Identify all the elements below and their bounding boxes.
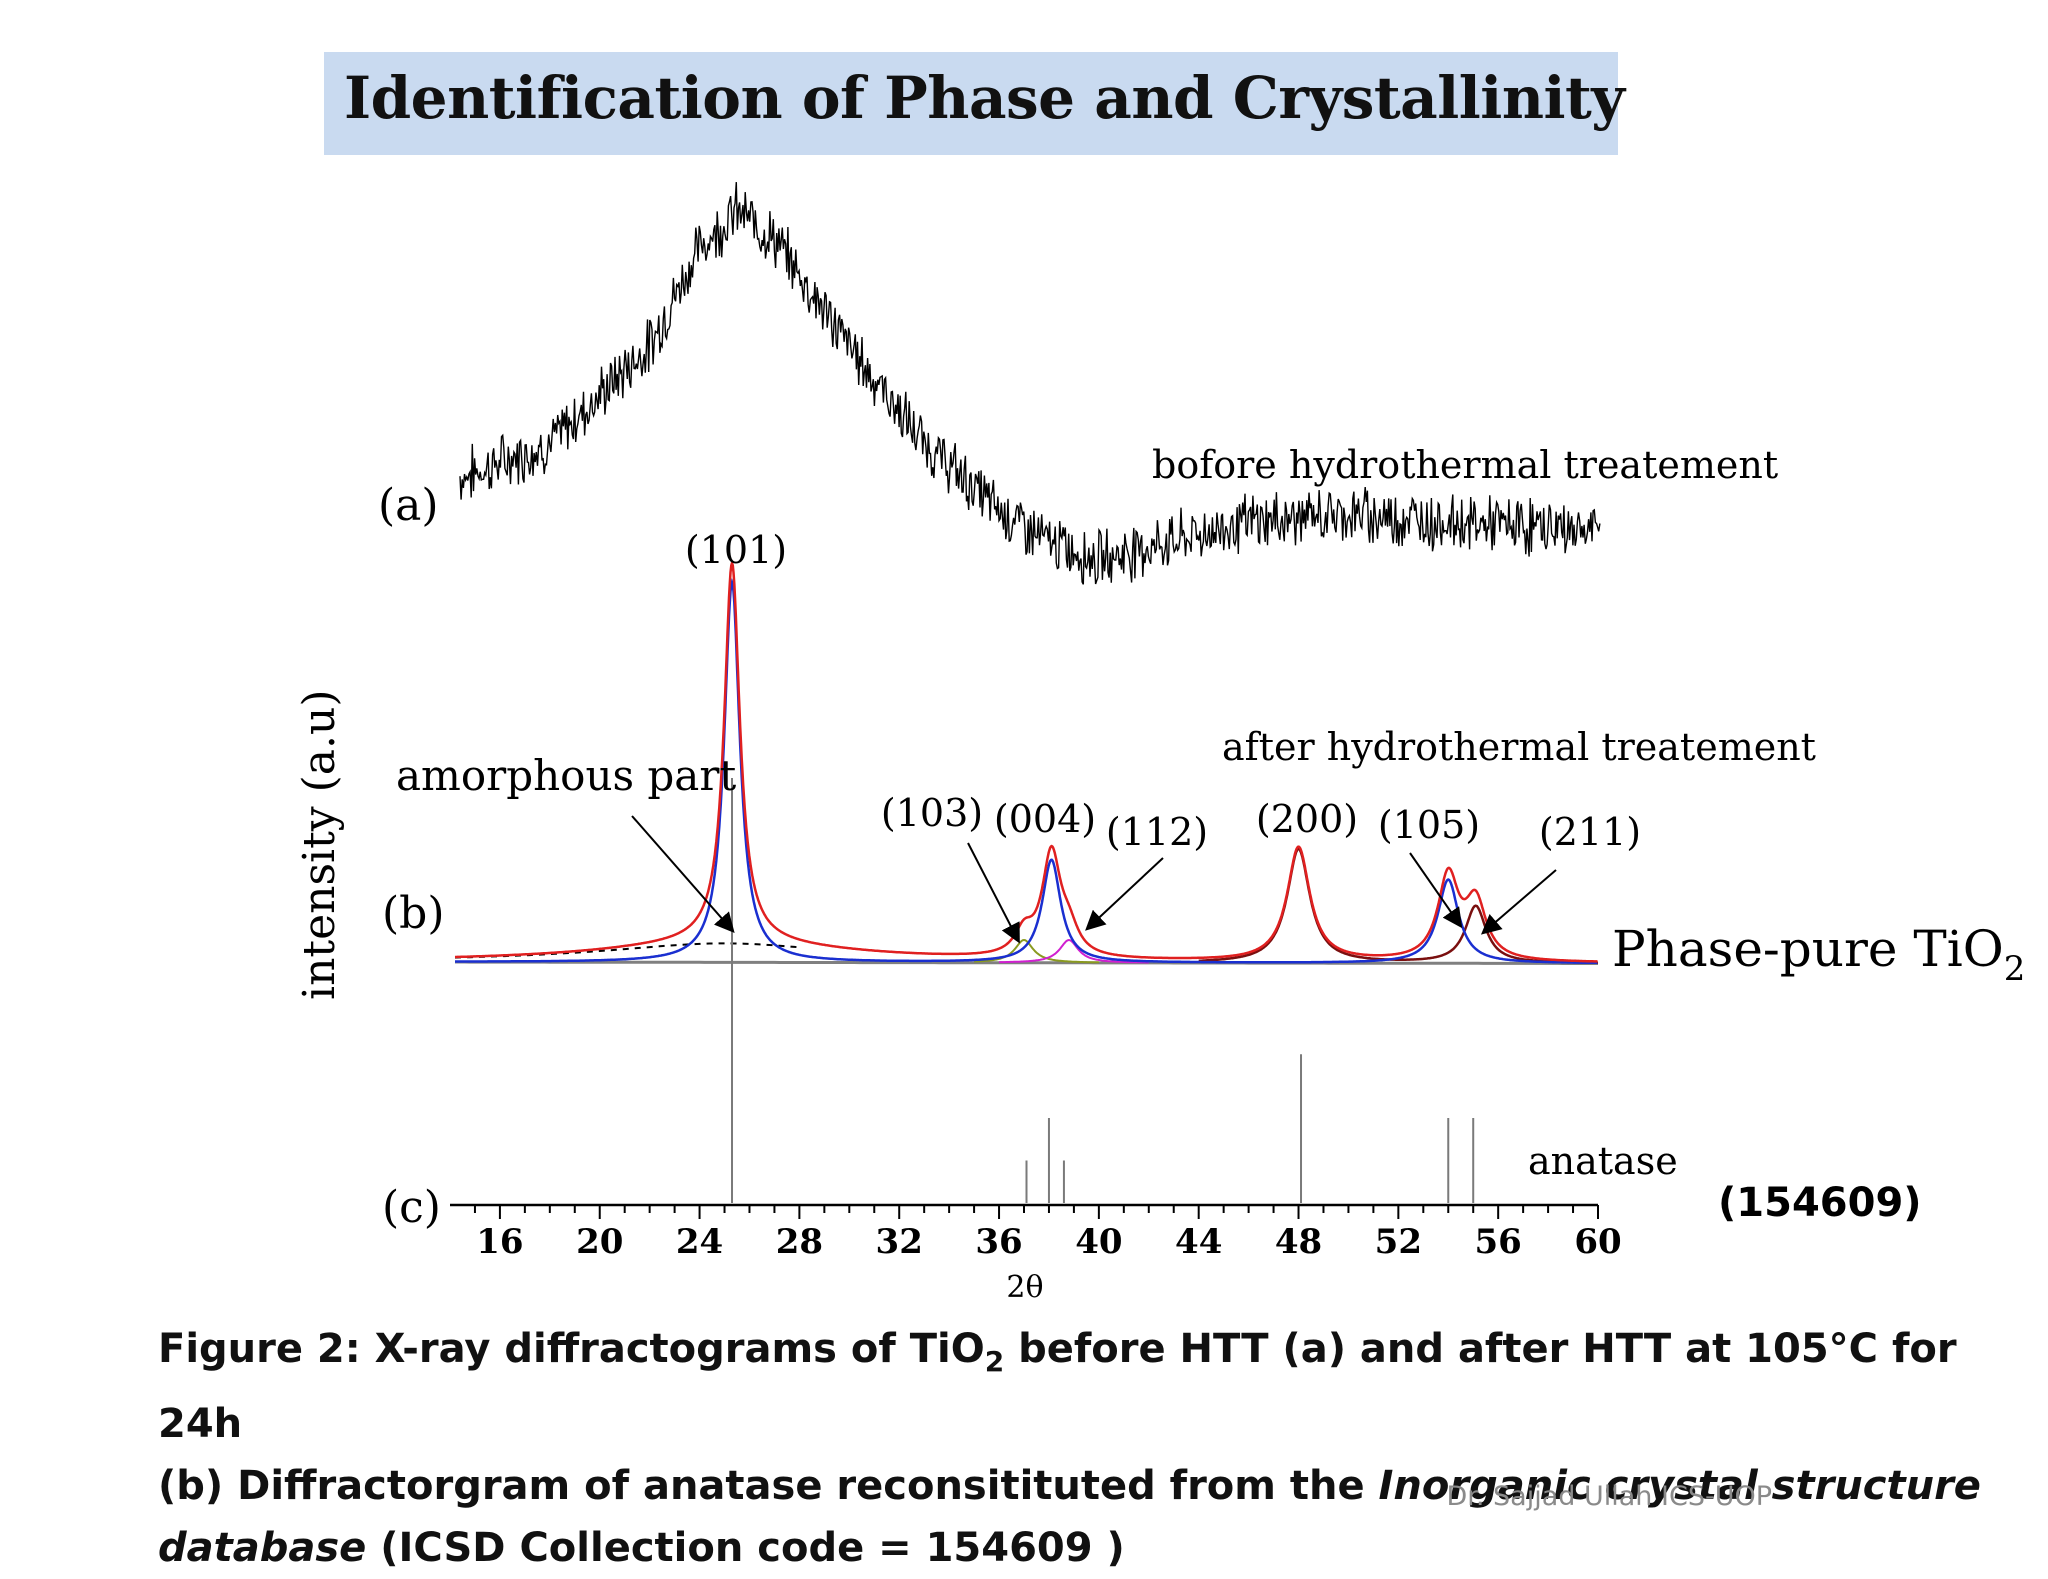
xrd-chart: 16 20 24 28 32 36 40 44 48 52 56 60 2θ intensity (a.u… — [294, 182, 2025, 1305]
x-tick-label: 44 — [1175, 1222, 1222, 1262]
caption-line-1: Figure 2: X-ray diffractograms of TiO2 b… — [158, 1318, 1988, 1455]
peak-label: (112) — [1106, 810, 1208, 854]
y-axis-title: intensity (a.u) — [294, 689, 345, 1000]
component-200-211-line — [1198, 847, 1598, 964]
x-tick-label: 20 — [576, 1222, 623, 1262]
curve-a-line — [459, 182, 1601, 585]
x-tick-label: 36 — [975, 1222, 1022, 1262]
peak-label: (200) — [1256, 797, 1358, 841]
label-a: (a) — [378, 480, 439, 531]
x-tick-label: 32 — [876, 1222, 923, 1262]
phase-subscript: 2 — [2004, 949, 2026, 989]
caption-line-3: database (ICSD Collection code = 154609 … — [158, 1517, 1988, 1579]
label-c: (c) — [382, 1182, 441, 1233]
x-tick-label: 16 — [476, 1222, 523, 1262]
caption-subscript: 2 — [984, 1345, 1005, 1378]
x-tick-label: 56 — [1475, 1222, 1522, 1262]
slide-title: Identification of Phase and Crystallinit… — [344, 64, 1625, 132]
annotation-anatase: anatase — [1528, 1139, 1678, 1183]
peak-label: (004) — [994, 797, 1096, 841]
x-axis: 16 20 24 28 32 36 40 44 48 52 56 60 2θ intensity (a.u… — [294, 689, 1622, 1305]
phase-pure-label: Phase-pure TiO2 — [1612, 920, 2025, 989]
arrow-211 — [1480, 869, 1557, 935]
peak-label: (101) — [685, 528, 787, 572]
x-tick-label: 60 — [1574, 1222, 1621, 1262]
x-tick-label: 40 — [1075, 1222, 1122, 1262]
fit-line — [455, 558, 1598, 963]
caption-line-2: (b) Diffractorgram of anatase reconsitit… — [158, 1455, 1988, 1517]
author-credit: Dr. Sajjad Ullah ICS-UOP — [1446, 1481, 1772, 1512]
x-tick-label: 28 — [776, 1222, 823, 1262]
x-axis-title: 2θ — [1006, 1270, 1043, 1305]
x-tick-label: 24 — [676, 1222, 723, 1262]
peak-label: (105) — [1378, 803, 1480, 847]
figure-caption: Figure 2: X-ray diffractograms of TiO2 b… — [158, 1318, 1988, 1579]
arrow-105 — [1409, 852, 1463, 929]
caption-text: before HTT (a) and after HTT at 105°C fo… — [158, 1326, 1957, 1447]
caption-text: (b) Diffractorgram of anatase reconsitit… — [158, 1463, 1379, 1509]
caption-text: (ICSD Collection code = 154609 ) — [366, 1525, 1125, 1571]
title-banner: Identification of Phase and Crystallinit… — [324, 52, 1625, 155]
icsd-code: (154609) — [1718, 1180, 1922, 1226]
anatase-component-line — [455, 578, 1598, 965]
component-103-line — [974, 938, 1099, 964]
annotation-after: after hydrothermal treatement — [1222, 725, 1816, 769]
label-b: (b) — [382, 888, 445, 939]
caption-italic: database — [158, 1525, 367, 1571]
x-tick-label: 48 — [1275, 1222, 1322, 1262]
caption-text: Figure 2: X-ray diffractograms of TiO — [158, 1326, 985, 1372]
arrow-112 — [1085, 857, 1164, 931]
peak-label: (211) — [1539, 810, 1641, 854]
amorphous-line — [454, 942, 800, 959]
annotation-amorphous: amorphous part — [396, 751, 736, 800]
arrow-103 — [967, 842, 1020, 944]
caption-italic: Inorganic crystal structure — [1378, 1463, 1981, 1509]
x-tick-label: 52 — [1375, 1222, 1422, 1262]
annotation-before: bofore hydrothermal treatement — [1152, 443, 1778, 487]
arrow-amorphous — [631, 815, 735, 934]
peak-label: (103) — [881, 791, 983, 835]
baseline-line — [455, 960, 1598, 965]
